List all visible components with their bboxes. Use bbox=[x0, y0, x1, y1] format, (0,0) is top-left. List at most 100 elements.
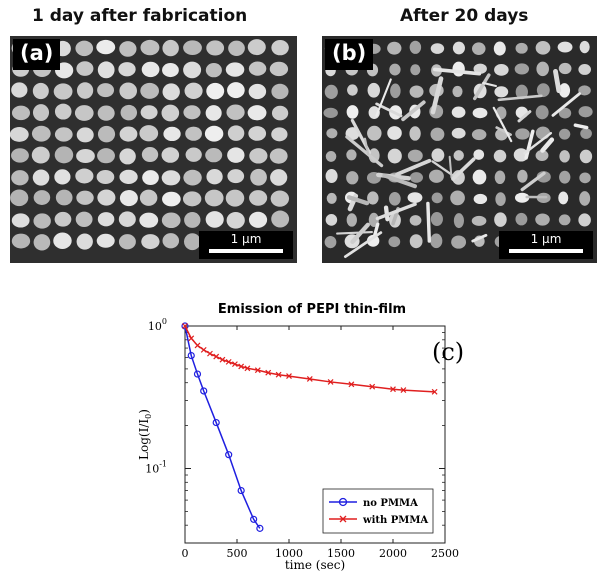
nanodot bbox=[579, 172, 591, 184]
nanodot bbox=[407, 149, 423, 162]
crystal-needle bbox=[375, 202, 417, 221]
nanodot bbox=[389, 63, 401, 76]
data-point bbox=[327, 379, 334, 385]
nanodot bbox=[269, 61, 289, 77]
nanodot bbox=[248, 83, 267, 100]
x-tick-label: 2000 bbox=[379, 547, 407, 560]
crystal-needle bbox=[451, 157, 476, 181]
nanodot bbox=[431, 192, 443, 204]
data-point bbox=[213, 353, 220, 360]
nanodot bbox=[54, 146, 74, 164]
nanodot bbox=[54, 127, 73, 142]
nanodot bbox=[162, 83, 180, 101]
nanodot bbox=[54, 103, 72, 120]
nanodot bbox=[140, 105, 158, 120]
nanodot bbox=[325, 169, 338, 184]
panel-b-label: (b) bbox=[325, 39, 374, 71]
nanodot bbox=[473, 149, 485, 160]
nanodot bbox=[183, 169, 202, 186]
nanodot bbox=[323, 107, 338, 119]
nanodot bbox=[579, 40, 590, 54]
crystal-needle bbox=[448, 155, 453, 179]
nanodot bbox=[10, 127, 29, 142]
nanodot bbox=[225, 62, 245, 77]
nanodot bbox=[271, 39, 289, 56]
nanodot bbox=[97, 125, 116, 143]
crystal-needle bbox=[551, 92, 582, 117]
emission-chart: Emission of PEPI thin-film 0 500 1000 1500 2… bbox=[137, 302, 464, 572]
nanodot bbox=[76, 233, 93, 250]
data-point bbox=[369, 383, 376, 390]
y-tick-label: 10-1 bbox=[145, 459, 167, 475]
nanodot bbox=[247, 105, 267, 121]
nanodot bbox=[97, 212, 115, 227]
panel-c-label: (c) bbox=[432, 338, 464, 366]
nanodot bbox=[367, 82, 381, 98]
data-point bbox=[225, 358, 232, 365]
nanodot bbox=[346, 171, 359, 185]
nanodot bbox=[141, 147, 159, 163]
crystal-needle bbox=[471, 233, 488, 243]
nanodot bbox=[248, 211, 268, 228]
nanodot bbox=[227, 147, 245, 163]
crystal-needle bbox=[520, 171, 546, 192]
nanodot bbox=[75, 211, 93, 228]
nanodot bbox=[119, 41, 137, 57]
crystal-needle bbox=[523, 131, 553, 155]
nanodot bbox=[494, 170, 506, 185]
nanodot bbox=[227, 82, 245, 99]
nanodot bbox=[578, 106, 593, 118]
nanodot bbox=[76, 61, 94, 76]
nanodot bbox=[431, 148, 445, 162]
data-point bbox=[200, 387, 208, 395]
scale-bar-b: 1 µm bbox=[499, 231, 593, 259]
nanodot bbox=[535, 126, 551, 140]
nanodot bbox=[119, 190, 138, 207]
data-point bbox=[306, 376, 313, 382]
nanodot bbox=[494, 63, 509, 76]
nanodot bbox=[55, 189, 73, 206]
legend-box bbox=[322, 488, 434, 534]
nanodot bbox=[249, 190, 268, 206]
nanodot bbox=[53, 83, 73, 100]
nanodot bbox=[346, 105, 359, 119]
nanodot bbox=[53, 232, 72, 249]
nanodot bbox=[118, 234, 136, 250]
data-point bbox=[286, 373, 292, 380]
nanodot bbox=[271, 210, 290, 228]
data-point bbox=[431, 388, 438, 395]
data-point bbox=[225, 451, 233, 459]
nanodot bbox=[225, 189, 245, 207]
nanodot bbox=[324, 236, 337, 249]
nanodot bbox=[33, 213, 51, 229]
nanodot bbox=[517, 169, 528, 183]
nanodot bbox=[472, 169, 487, 185]
nanodot bbox=[558, 191, 569, 205]
nanodot bbox=[183, 105, 201, 120]
data-point bbox=[244, 365, 251, 372]
crystal-needle bbox=[345, 135, 384, 168]
nanodot bbox=[120, 104, 138, 121]
nanodot bbox=[451, 127, 466, 139]
series-line-0 bbox=[184, 325, 261, 529]
nanodot bbox=[409, 172, 423, 183]
data-point bbox=[256, 524, 264, 532]
nanodot bbox=[387, 148, 402, 164]
nanodot bbox=[119, 148, 136, 165]
nanodot bbox=[33, 190, 51, 205]
nanodot bbox=[450, 190, 465, 206]
nanodot bbox=[75, 168, 94, 184]
nanodot bbox=[536, 171, 551, 183]
crystal-needle bbox=[350, 222, 370, 245]
x-tick-label: 1000 bbox=[275, 547, 303, 560]
nanodot bbox=[182, 191, 202, 207]
nanodot bbox=[11, 82, 28, 98]
data-point bbox=[250, 515, 258, 523]
nanodot bbox=[326, 192, 337, 204]
nanodot bbox=[185, 147, 202, 162]
nanodot bbox=[271, 105, 289, 121]
nanodot bbox=[558, 83, 571, 98]
crystal-needle bbox=[473, 73, 491, 101]
nanodot bbox=[451, 235, 467, 249]
nanodot bbox=[11, 170, 29, 186]
